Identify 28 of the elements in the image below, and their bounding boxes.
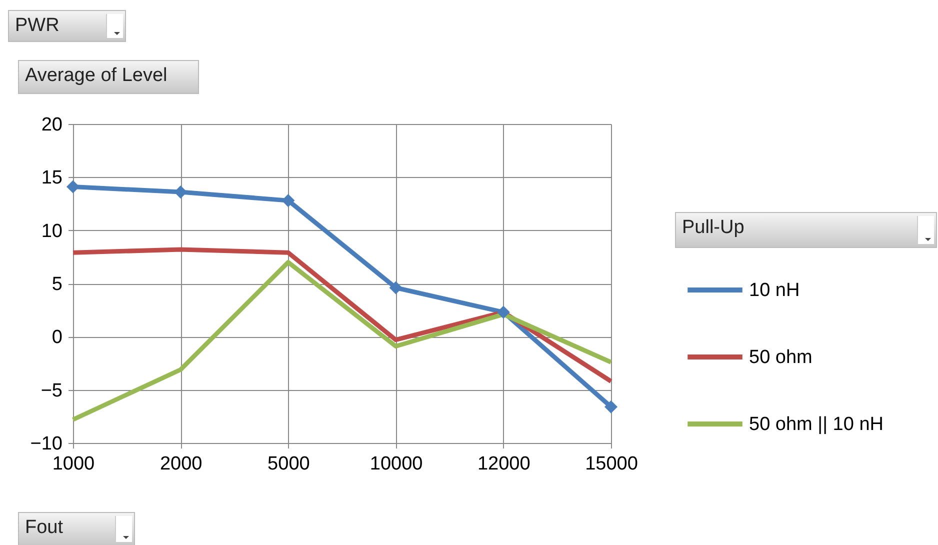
point <box>496 306 510 319</box>
y-tick-label: 0 <box>52 327 62 348</box>
y-tick-label: −5 <box>40 380 62 402</box>
x-tick-label: 12000 <box>477 454 530 474</box>
x-axis-title: Fout <box>25 517 64 538</box>
y-tick-label: 20 <box>41 114 62 136</box>
point <box>604 400 618 414</box>
text: PWR <box>15 15 60 36</box>
line-series <box>70 260 614 422</box>
x-tick-label: 10000 <box>370 454 423 474</box>
y-axis-title: Average of Level <box>25 65 168 86</box>
x-tick-label: 5000 <box>268 454 310 474</box>
legend-label: 50 ohm || 10 nH <box>749 414 884 435</box>
y-tick-label: 5 <box>52 274 62 295</box>
legend-label: 10 nH <box>749 280 800 301</box>
legend-title: Pull-Up <box>682 217 744 238</box>
legend-label: 50 ohm <box>749 347 812 368</box>
y-tick-label: −10 <box>30 434 62 454</box>
x-tick-label: 15000 <box>585 454 638 474</box>
point <box>174 186 188 199</box>
line-series <box>70 247 614 384</box>
y-tick-label: 10 <box>41 220 62 242</box>
y-tick-label: 15 <box>41 168 62 189</box>
point <box>389 281 402 294</box>
point <box>282 194 295 208</box>
x-tick-label: 2000 <box>160 454 202 474</box>
x-tick-label: 1000 <box>52 454 95 474</box>
point <box>66 180 80 194</box>
